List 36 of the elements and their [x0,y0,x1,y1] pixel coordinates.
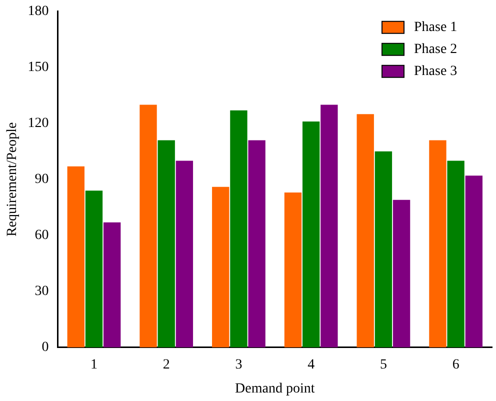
y-tick-label: 30 [34,284,49,300]
bar [374,151,392,348]
bar [320,104,338,348]
bar [230,110,248,348]
y-tick-label: 0 [42,340,49,356]
bar [103,222,121,348]
y-tick-label: 180 [28,4,49,20]
y-tick-label: 120 [28,116,49,132]
bar [67,166,84,348]
y-tick-label: 150 [28,60,49,76]
x-axis-title: Demand point [235,381,315,396]
bar [176,160,194,348]
bar [447,160,464,348]
legend-label: Phase 2 [414,42,458,58]
x-tick-label: 2 [162,357,170,372]
bar [429,140,446,348]
x-tick-label: 4 [308,357,315,372]
bar [465,176,482,348]
x-tick-label: 6 [452,357,460,372]
x-tick-label: 3 [235,357,242,372]
bar [356,114,374,348]
bar [248,140,266,348]
y-axis-title: Requirement/People [5,122,20,237]
x-tick-label: 1 [90,357,98,372]
y-tick-label: 60 [34,228,49,244]
legend-label: Phase 1 [414,20,458,36]
x-tick-label: 5 [380,357,387,372]
bar [212,186,230,348]
legend-label: Phase 3 [414,64,458,80]
bar [85,190,103,348]
bar [140,104,157,348]
y-tick-label: 90 [34,172,49,188]
bar [284,192,302,348]
bar [158,140,175,348]
bar [302,122,320,348]
bar [392,200,410,348]
